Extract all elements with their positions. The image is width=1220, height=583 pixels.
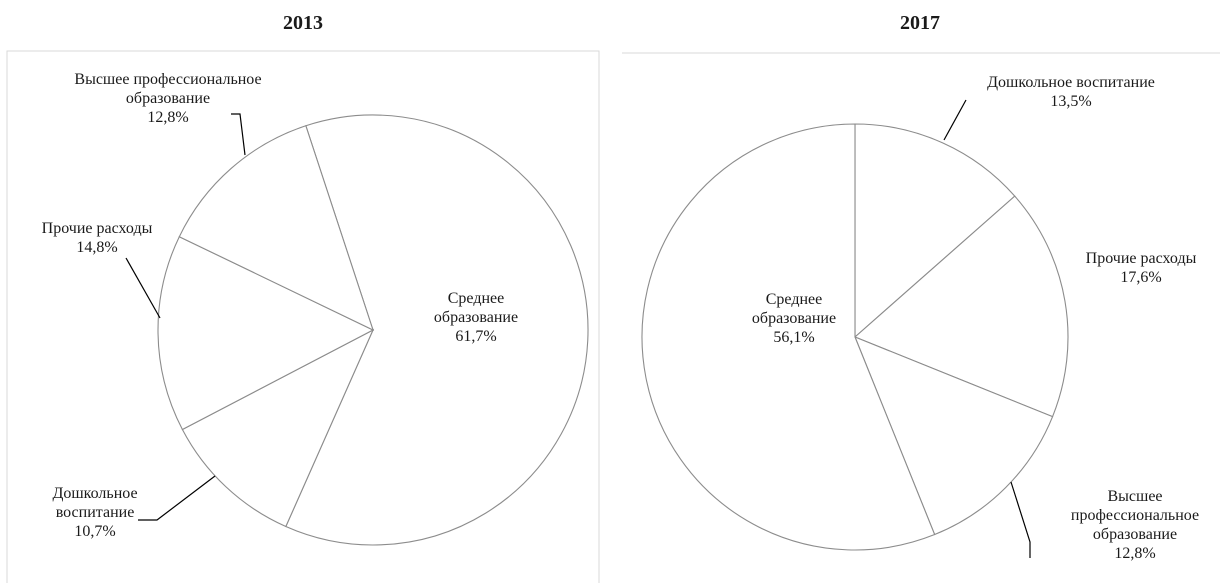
slice-label-line: Прочие расходы [1085, 250, 1197, 267]
chart-title-2017: 2017 [900, 12, 940, 34]
slice-label-line: Прочие расходы [41, 220, 153, 237]
pie-2017-slices [641, 123, 1069, 551]
pie-2017-slice-1 [853, 195, 1069, 418]
slice-label-line: образование [433, 309, 519, 326]
pie-2013-slice-1 [181, 328, 375, 528]
slice-label: Прочие расходы 14,8% [42, 219, 153, 257]
pie-2013-slice-2 [157, 235, 375, 431]
slice-label-line: Высшее [1107, 488, 1163, 505]
slice-value-label: 61,7% [455, 328, 497, 345]
slice-value-label: 13,5% [1050, 93, 1092, 110]
slice-label: Дошкольное воспитание 10,7% [52, 484, 137, 541]
slice-value-label: 12,8% [1114, 545, 1156, 562]
pie-2013-slices [157, 114, 589, 546]
slice-label-line: воспитание [55, 504, 135, 521]
leader-line [231, 113, 246, 156]
slice-label: Среднее образование 61,7% [434, 289, 518, 346]
slice-value-label: 10,7% [74, 523, 116, 540]
pie-2017-slice-3 [641, 123, 936, 551]
leader-line [138, 475, 216, 521]
chart-title-2013: 2013 [283, 12, 323, 34]
leader-line [125, 257, 161, 319]
pie-2017-slice-0 [854, 123, 1016, 339]
slice-label-line: образование [751, 310, 837, 327]
leader-lines [125, 99, 1031, 558]
slice-label-line: образование [125, 90, 211, 107]
slice-value-label: 56,1% [773, 329, 815, 346]
leader-line [943, 99, 967, 141]
slice-label-line: Среднее [447, 290, 505, 307]
slice-value-label: 12,8% [147, 109, 189, 126]
slice-label: Среднее образование 56,1% [752, 290, 836, 347]
slice-value-label: 17,6% [1120, 269, 1162, 286]
slice-label-line: Дошкольное [52, 485, 138, 502]
slice-label-line: профессиональное [1070, 507, 1200, 524]
chart-frame-2013 [6, 50, 600, 583]
slice-label-line: Дошкольное воспитание [987, 74, 1155, 91]
pie-2013-slice-0 [285, 114, 589, 546]
pie-2013-slice-3 [178, 125, 374, 332]
slice-value-label: 14,8% [76, 239, 118, 256]
leader-line [1010, 481, 1031, 558]
slice-label: Высшее профессиональное образование 12,8% [74, 70, 261, 127]
slice-label-line: образование [1092, 526, 1178, 543]
slice-label-line: Высшее профессиональное [74, 71, 262, 88]
slice-label: Дошкольное воспитание 13,5% [987, 73, 1155, 111]
pie-2017-slice-2 [854, 336, 1054, 536]
slice-label-line: Среднее [765, 291, 823, 308]
slice-label: Высшее профессиональное образование 12,8% [1071, 487, 1199, 563]
slice-label: Прочие расходы 17,6% [1086, 249, 1197, 287]
